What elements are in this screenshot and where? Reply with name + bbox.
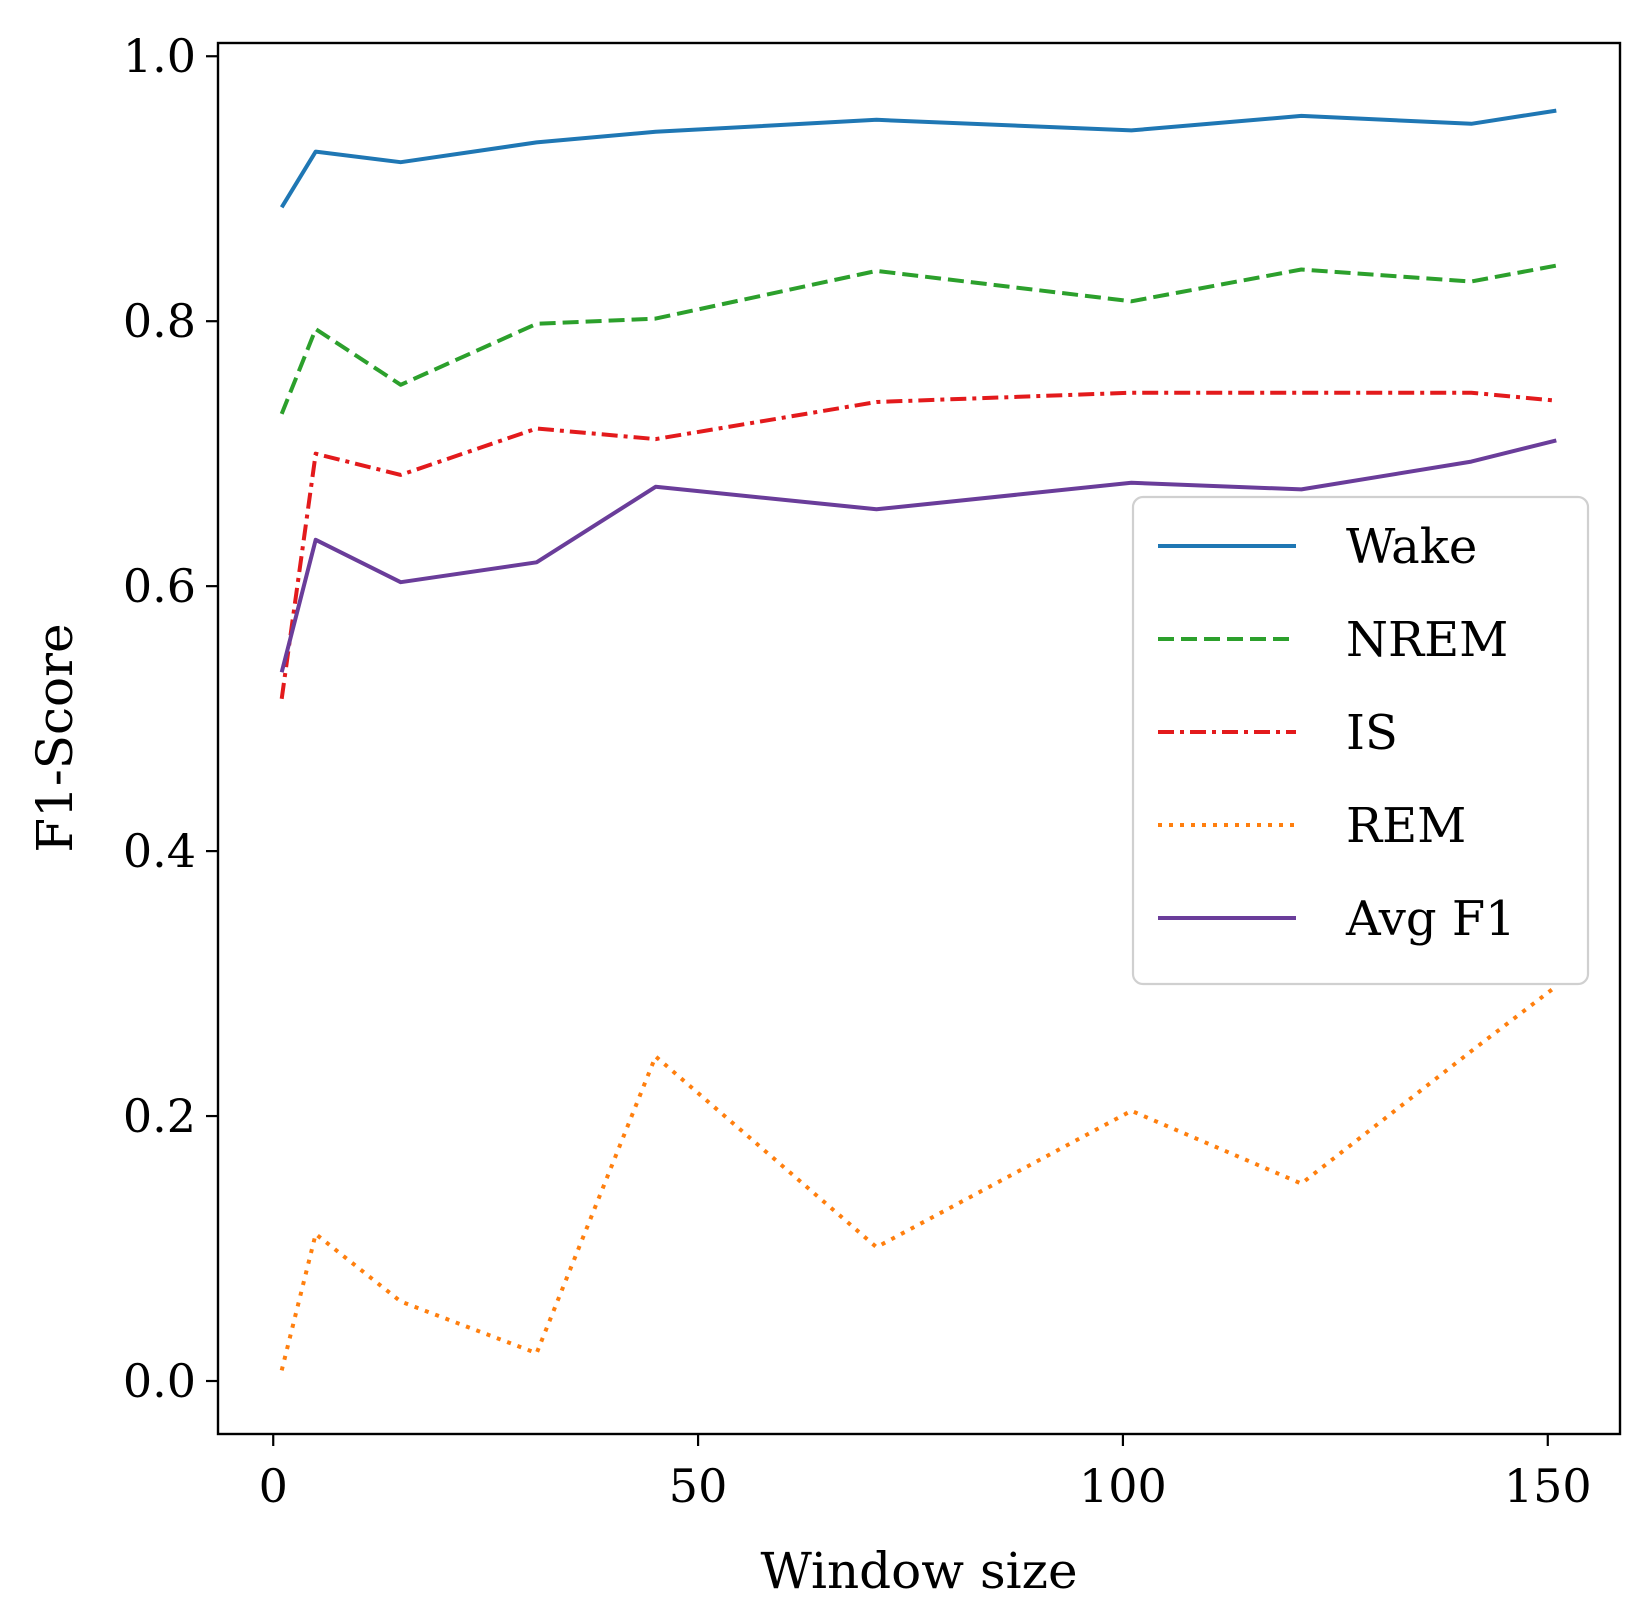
legend-label-avg-f1: Avg F1	[1345, 891, 1516, 947]
x-tick-label: 50	[669, 1459, 728, 1513]
legend-box	[1131, 495, 1590, 986]
x-axis: 0 50 100 150	[259, 1434, 1592, 1513]
legend-label-nrem: NREM	[1346, 612, 1508, 668]
plot-frame	[216, 41, 1622, 1436]
y-tick-label: 0.2	[123, 1089, 196, 1143]
legend-label-rem: REM	[1346, 798, 1466, 854]
y-tick-label: 0.8	[123, 294, 196, 348]
y-axis-label: F1-Score	[26, 623, 84, 852]
y-tick-label: 0.0	[123, 1354, 196, 1408]
x-tick-label: 150	[1504, 1459, 1592, 1513]
series-line-avg-f1	[279, 438, 1557, 673]
x-tick-label: 100	[1079, 1459, 1167, 1513]
y-axis: 0.0 0.2 0.4 0.6 0.8 1.0	[123, 29, 218, 1408]
x-axis-label: Window size	[760, 1542, 1077, 1600]
x-tick-label: 0	[259, 1459, 288, 1513]
y-tick-label: 0.4	[123, 824, 196, 878]
series-line-wake	[279, 108, 1557, 209]
legend-label-is: IS	[1346, 705, 1398, 761]
series-line-nrem	[279, 263, 1557, 415]
series-line-rem	[279, 984, 1558, 1371]
series-line-is	[279, 390, 1557, 700]
legend-label-wake: Wake	[1346, 519, 1477, 575]
y-tick-label: 0.6	[123, 559, 196, 613]
series-layer	[279, 108, 1558, 1371]
legend: Wake NREM IS REM Avg F1	[1131, 495, 1590, 986]
y-tick-label: 1.0	[123, 29, 196, 83]
